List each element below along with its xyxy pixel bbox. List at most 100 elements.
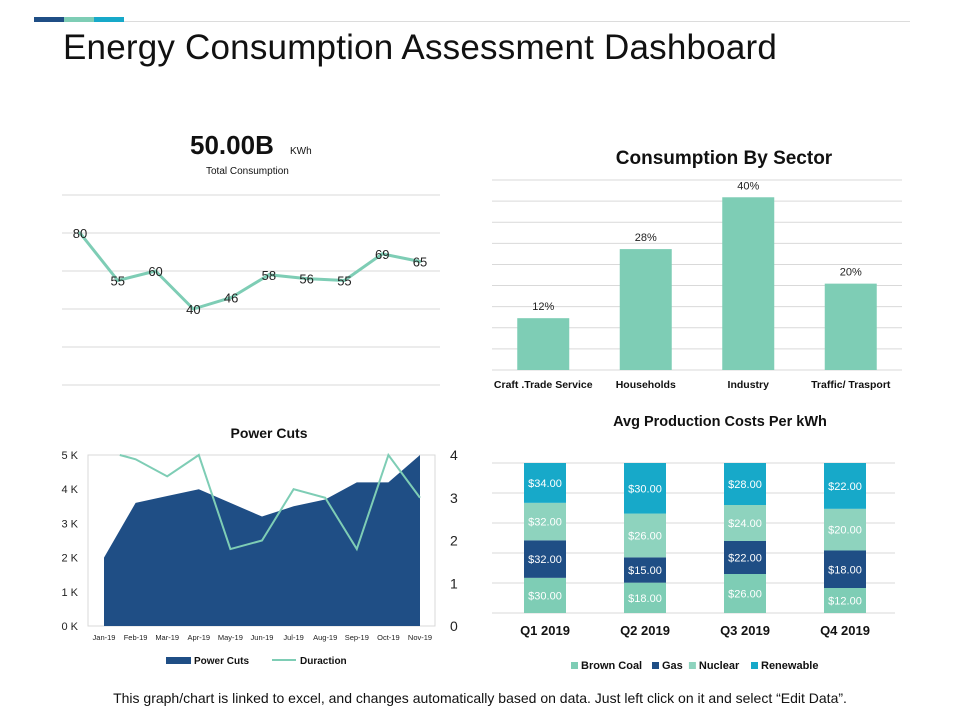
segment-value-label: $32.00 [528,517,562,529]
category-label: Traffic/ Trasport [811,379,891,391]
x-tick-label: Mar-19 [155,633,179,642]
stack-segment [724,541,766,574]
stack-segment [524,577,566,613]
stack-segment [824,588,866,613]
data-point [418,260,422,263]
bar [722,197,775,370]
x-tick-label: Jul-19 [283,633,303,642]
data-point [78,231,82,235]
stack-segment [624,557,666,583]
x-tick-label: Nov-19 [408,633,432,642]
y-right-tick-label: 3 [450,490,458,506]
legend-label: Power Cuts [194,656,249,667]
category-label: Households [616,379,676,391]
data-point [305,277,309,281]
stack-segment [524,463,566,503]
header-accent-bar [34,17,124,22]
stack-segment [724,505,766,541]
stack-segment [624,513,666,558]
bar [517,318,570,370]
x-tick-label: May-19 [218,633,243,642]
y-right-tick-label: 4 [450,447,458,463]
legend-swatch [652,662,659,669]
category-label: Q2 2019 [620,623,670,638]
segment-value-label: $28.00 [728,479,762,491]
segment-value-label: $26.00 [628,530,662,542]
legend-label: Renewable [761,660,818,672]
legend-swatch [571,662,578,669]
x-tick-label: Aug-19 [313,633,337,642]
accent-segment [34,17,64,22]
y-left-tick-label: 3 K [61,518,78,530]
stack-segment [824,508,866,551]
x-tick-label: Sep-19 [345,633,369,642]
x-tick-label: Feb-19 [124,633,148,642]
stack-segment [824,550,866,588]
y-left-tick-label: 1 K [61,587,78,599]
category-label: Q1 2019 [520,623,570,638]
y-right-tick-label: 0 [450,618,458,634]
stack-segment [524,502,566,541]
segment-value-label: $30.00 [628,483,662,495]
data-label: 55 [111,274,125,289]
y-left-tick-label: 4 K [61,484,78,496]
bar-value-label: 20% [840,267,862,279]
y-right-tick-label: 2 [450,533,458,549]
segment-value-label: $15.00 [628,565,662,577]
chart-title: Consumption By Sector [616,148,833,169]
page-title: Energy Consumption Assessment Dashboard [63,28,778,67]
x-tick-label: Jun-19 [251,633,274,642]
duraction-series-line [119,452,421,552]
data-label: 56 [299,272,313,287]
legend-label: Nuclear [699,660,740,672]
legend-swatch [688,662,696,669]
data-label: 46 [224,291,238,306]
kpi-value: 50.00B [190,130,274,160]
legend-swatch [751,662,758,669]
x-tick-label: Oct-19 [377,633,400,642]
consumption-series-line [78,232,421,311]
header-rule [124,21,910,22]
data-label: 55 [337,274,351,289]
segment-value-label: $12.00 [828,596,862,608]
segment-value-label: $24.00 [728,518,762,530]
segment-value-label: $30.00 [528,590,562,602]
stack-segment [524,540,566,578]
stack-segment [724,574,766,613]
data-point [154,269,158,273]
kpi-unit: KWh [290,146,312,157]
data-point [116,279,120,282]
bar-value-label: 12% [532,301,554,313]
y-left-tick-label: 2 K [61,553,78,565]
stack-segment [624,463,666,514]
x-tick-label: Jan-19 [93,633,116,642]
category-label: Industry [728,379,770,391]
data-point [229,296,233,300]
segment-value-label: $26.00 [728,589,762,601]
segment-value-label: $18.00 [828,564,862,576]
category-label: Q4 2019 [820,623,870,638]
y-left-tick-label: 5 K [61,450,78,462]
bar-value-label: 40% [737,180,759,192]
footer-note: This graph/chart is linked to excel, and… [113,690,847,706]
legend-label: Brown Coal [581,660,642,672]
legend-label: Duraction [300,656,347,667]
category-label: Craft .Trade Service [494,379,593,391]
kpi-label: Total Consumption [206,166,289,177]
segment-value-label: $22.00 [828,481,862,493]
category-label: Q3 2019 [720,623,770,638]
legend-label: Gas [662,660,683,672]
x-tick-label: Apr-19 [188,633,211,642]
data-label: 60 [148,264,162,279]
segment-value-label: $20.00 [828,525,862,537]
data-point [380,252,384,256]
data-label: 80 [73,226,87,241]
accent-segment [94,17,124,22]
y-left-tick-label: 0 K [61,621,78,633]
accent-segment [64,17,94,22]
data-label: 65 [413,255,427,270]
data-label: 69 [375,247,389,262]
